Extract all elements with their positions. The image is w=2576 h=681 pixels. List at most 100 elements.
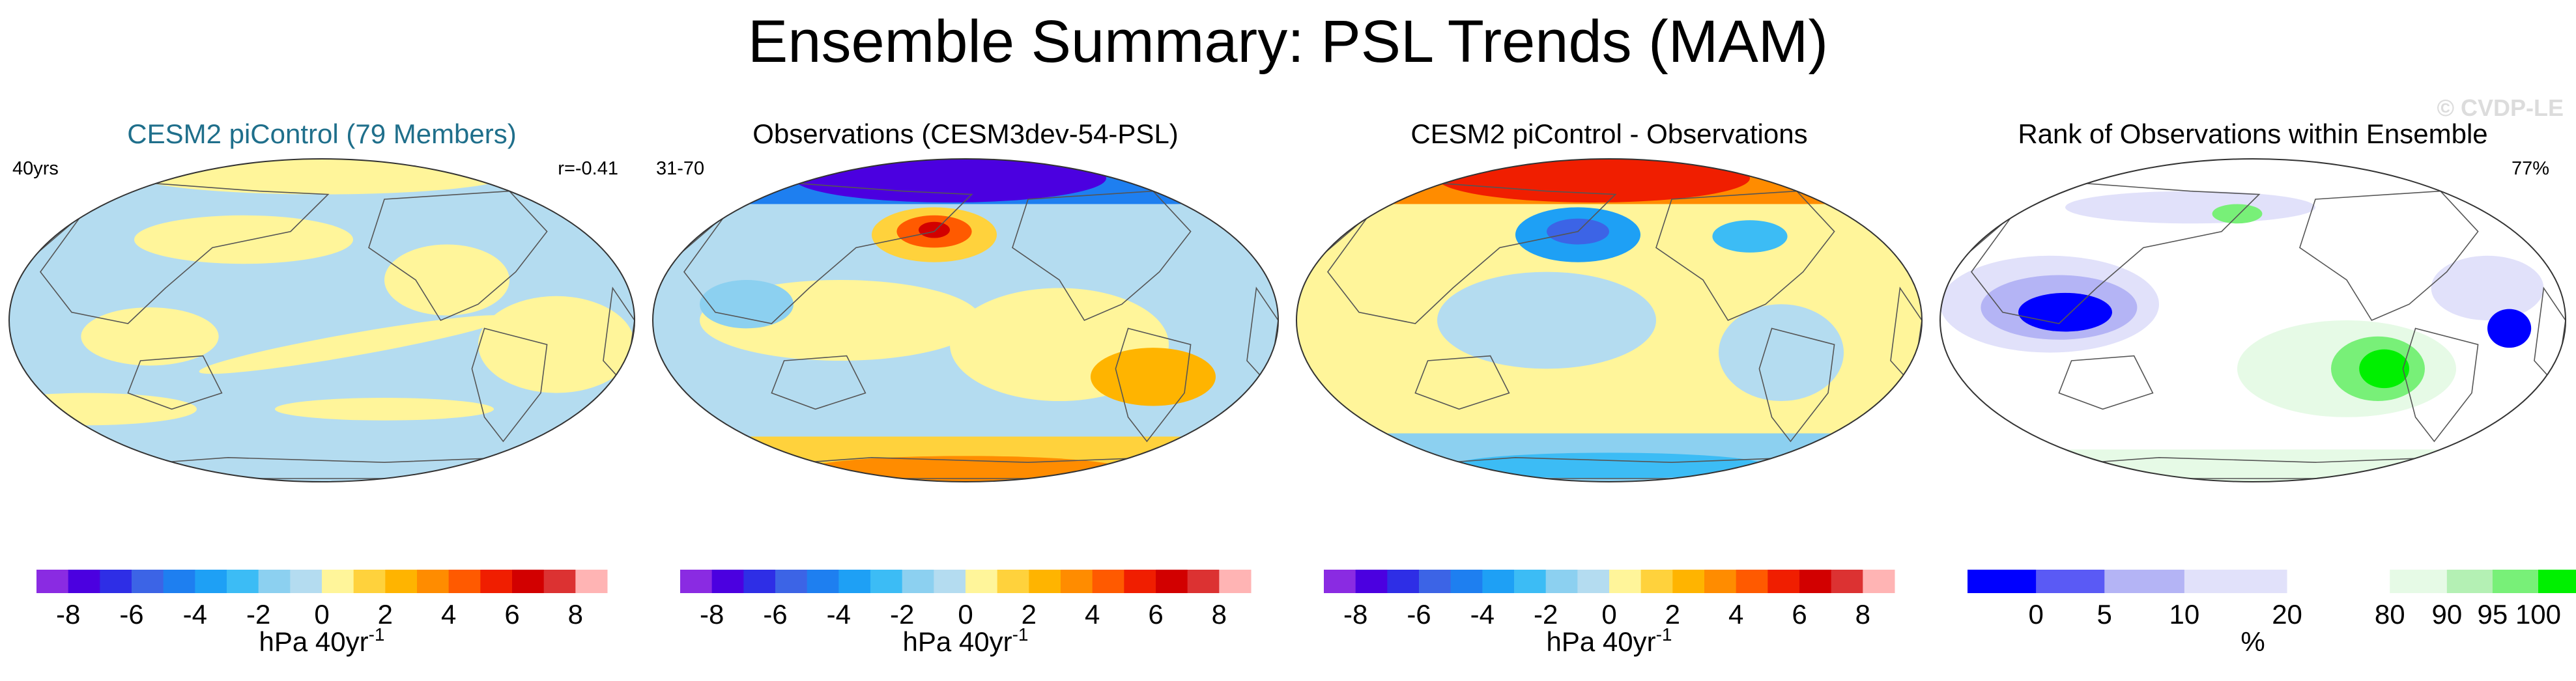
colorbar-tick-label: -8: [700, 599, 724, 630]
colorbar-units: hPa 40yr-1: [259, 624, 384, 657]
map-outline: [1296, 158, 1923, 482]
colorbar-units: %: [2240, 626, 2265, 657]
low-rank-region: [2065, 191, 2315, 224]
colorbar-trend: -8 -6 -4 -2 0 2 4 6 8 hPa 40yr-1: [1324, 570, 1895, 657]
colorbar-swatch: [2538, 570, 2576, 593]
australia-coastline: [2058, 355, 2154, 410]
panel-title: Observations (CESM3dev-54-PSL): [752, 118, 1179, 149]
australia-coastline: [127, 355, 223, 410]
colorbar-swatch: [743, 570, 776, 593]
colorbar-swatch: [1061, 570, 1093, 593]
colorbar-swatch: [543, 570, 576, 593]
colorbar-swatch: [195, 570, 227, 593]
positive-trend-region: [478, 296, 635, 393]
colorbar-swatch: [902, 570, 934, 593]
colorbar-tick-label: -2: [1534, 599, 1558, 630]
asia-coastline: [1327, 182, 1617, 324]
south-america-coastline: [471, 327, 548, 443]
colorbar-tick-label: 5: [2097, 599, 2112, 630]
colorbar-swatch: [290, 570, 322, 593]
colorbar-swatch: [2287, 570, 2390, 593]
colorbar-swatch: [807, 570, 839, 593]
colorbar-tick-label: 6: [1792, 599, 1807, 630]
panel-right-label: r=-0.41: [558, 158, 618, 179]
colorbar-swatch: [385, 570, 418, 593]
negative-trend-region: [1437, 271, 1656, 369]
colorbar-swatch: [1577, 570, 1610, 593]
colorbar-swatch: [1831, 570, 1863, 593]
panel-title: CESM2 piControl (79 Members): [127, 118, 517, 149]
colorbar-tick-label: -4: [1470, 599, 1495, 630]
colorbar-units: hPa 40yr-1: [902, 624, 1028, 657]
positive-trend-region: [384, 244, 509, 316]
south-atlantic-positive: [1091, 348, 1216, 406]
colorbar-swatch: [966, 570, 998, 593]
colorbar-swatch: [258, 570, 291, 593]
map-diff: [1296, 159, 1922, 482]
colorbar-tick-label: 10: [2169, 599, 2200, 630]
colorbar-tick-label: 80: [2375, 599, 2405, 630]
colorbar-tick-label: 0: [958, 599, 973, 630]
watermark-text: © CVDP-LE: [2437, 94, 2564, 121]
figure-title: Ensemble Summary: PSL Trends (MAM): [748, 8, 1828, 75]
panel-title: Rank of Observations within Ensemble: [2018, 118, 2487, 149]
negative-trend-region: [1719, 304, 1844, 401]
colorbar-swatch: [1799, 570, 1832, 593]
colorbar-swatch: [353, 570, 386, 593]
colorbar-tick-label: -6: [119, 599, 143, 630]
colorbar-swatch: [1767, 570, 1800, 593]
colorbar-tick-label: 0: [314, 599, 329, 630]
colorbar-swatch: [1672, 570, 1705, 593]
colorbar-swatch: [1514, 570, 1547, 593]
colorbar-tick-label: -8: [56, 599, 80, 630]
colorbar-swatch: [1482, 570, 1515, 593]
colorbar-swatch: [1704, 570, 1737, 593]
colorbar-tick-label: 0: [2028, 599, 2043, 630]
colorbar-tick-label: -6: [1407, 599, 1431, 630]
colorbar-tick-label: 0: [1601, 599, 1616, 630]
colorbar-tick-label: -8: [1343, 599, 1367, 630]
colorbar-swatch: [1219, 570, 1252, 593]
colorbar-swatch: [1545, 570, 1578, 593]
colorbar-swatch: [1968, 570, 2037, 593]
north-america-coastline: [2299, 190, 2479, 322]
panel-right-label: 77%: [2512, 158, 2549, 179]
colorbar-swatch: [163, 570, 195, 593]
colorbar-swatch: [1355, 570, 1388, 593]
positive-trend-region: [275, 398, 494, 421]
australia-coastline: [771, 355, 866, 410]
low-rank-region: [2431, 255, 2544, 320]
colorbar-swatch: [2036, 570, 2105, 593]
colorbar-tick-label: 8: [1855, 599, 1870, 630]
colorbar-swatch: [1863, 570, 1895, 593]
colorbar-tick-label: 4: [1085, 599, 1100, 630]
colorbar-tick-label: 2: [1022, 599, 1037, 630]
antarctic-high-rank-band: [1940, 449, 2566, 482]
colorbar-units: hPa 40yr-1: [1546, 624, 1672, 657]
colorbar-tick-label: -2: [246, 599, 270, 630]
lowest-rank-region: [2487, 309, 2532, 348]
colorbar-tick-label: 95: [2478, 599, 2508, 630]
colorbar-tick-label: 8: [568, 599, 583, 630]
colorbar-swatch: [1387, 570, 1420, 593]
colorbar-swatch: [36, 570, 69, 593]
south-america-coastline: [2402, 327, 2479, 443]
colorbar-swatch: [132, 570, 164, 593]
australia-coastline: [1414, 355, 1510, 410]
negative-trend-region: [700, 280, 794, 329]
north-america-coastline: [368, 190, 548, 322]
colorbar-tick-label: 2: [378, 599, 393, 630]
map-outline: [652, 158, 1279, 482]
positive-trend-region: [134, 215, 353, 264]
panel-title: CESM2 piControl - Observations: [1410, 118, 1807, 149]
asia-coastline: [40, 182, 330, 324]
colorbar-swatch: [68, 570, 100, 593]
colorbar-trend: -8 -6 -4 -2 0 2 4 6 8 hPa 40yr-1: [680, 570, 1252, 657]
map-obs: [653, 159, 1278, 482]
colorbar-swatch: [100, 570, 132, 593]
colorbar-swatch: [870, 570, 903, 593]
colorbar-tick-label: -6: [763, 599, 787, 630]
colorbar-tick-label: 4: [1728, 599, 1743, 630]
colorbar-swatch: [448, 570, 481, 593]
colorbar-swatch: [2492, 570, 2539, 593]
